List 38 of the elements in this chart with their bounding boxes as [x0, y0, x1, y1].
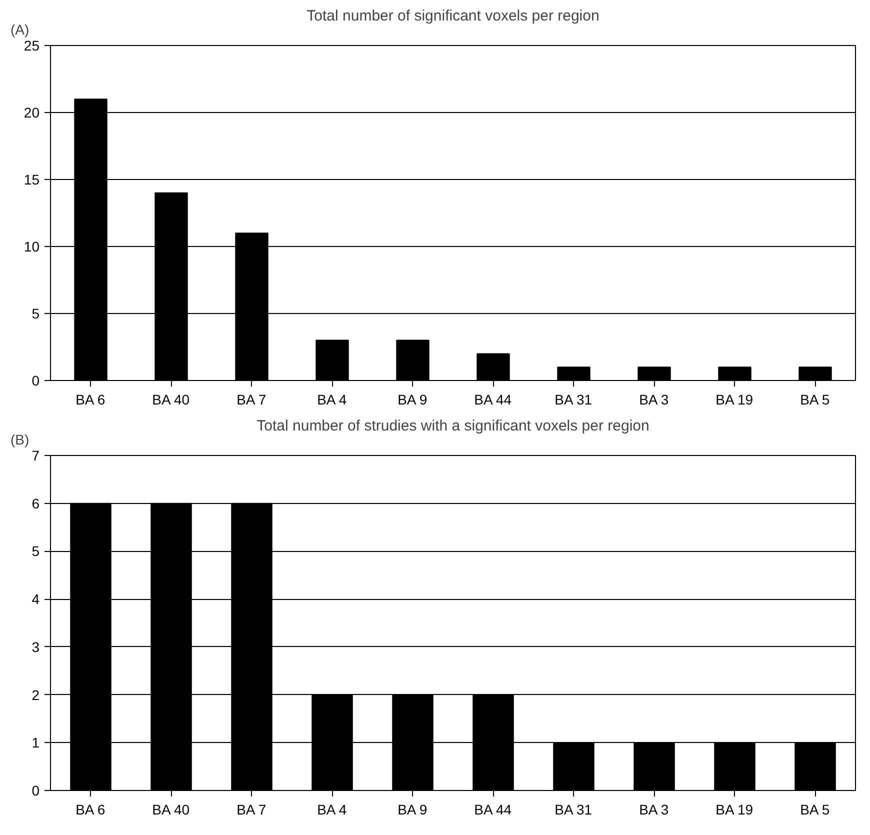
y-tick-label: 15	[24, 172, 40, 188]
x-tick-label: BA 6	[76, 392, 106, 408]
x-tick-label: BA 7	[236, 392, 266, 408]
text: (B)	[10, 432, 30, 448]
x-tick-label: BA 44	[474, 392, 512, 408]
x-tick-label: BA 31	[554, 802, 592, 818]
y-tick-label: 25	[24, 38, 40, 54]
y-tick-label: 0	[32, 782, 40, 798]
x-tick-label: BA 3	[639, 802, 669, 818]
y-tick-label: 5	[32, 543, 40, 560]
x-tick-label: BA 4	[317, 392, 347, 408]
y-tick-label: 2	[32, 686, 40, 703]
x-tick-label: BA 7	[236, 802, 266, 818]
x-tick-label: BA 3	[639, 392, 669, 408]
x-tick-label: BA 31	[554, 392, 592, 408]
y-tick-label: 4	[32, 591, 40, 608]
x-tick-label: BA 5	[800, 392, 830, 408]
y-tick-label: 20	[24, 104, 40, 120]
x-tick-label: BA 40	[152, 802, 190, 818]
y-tick-label: 0	[32, 372, 40, 388]
x-tick-label: BA 5	[800, 802, 830, 818]
x-tick-label: BA 40	[152, 392, 190, 408]
x-tick-label: BA 9	[398, 802, 428, 818]
x-tick-label: BA 4	[317, 802, 347, 818]
chart-title: Total number of significant voxels per region	[306, 8, 600, 24]
y-tick-label: 1	[32, 734, 40, 751]
text: (A)	[10, 22, 30, 38]
x-tick-label: BA 44	[474, 802, 512, 818]
y-tick-label: 5	[32, 306, 40, 322]
y-tick-label: 3	[32, 638, 40, 655]
x-tick-label: BA 9	[398, 392, 428, 408]
x-tick-label: BA 6	[76, 802, 106, 818]
y-tick-label: 7	[32, 448, 40, 464]
y-tick-label: 6	[32, 495, 40, 512]
x-tick-label: BA 19	[716, 392, 754, 408]
x-tick-label: BA 19	[716, 802, 754, 818]
y-tick-label: 10	[24, 238, 40, 254]
chart-title: Total number of strudies with a significant voxels per region	[256, 418, 650, 434]
